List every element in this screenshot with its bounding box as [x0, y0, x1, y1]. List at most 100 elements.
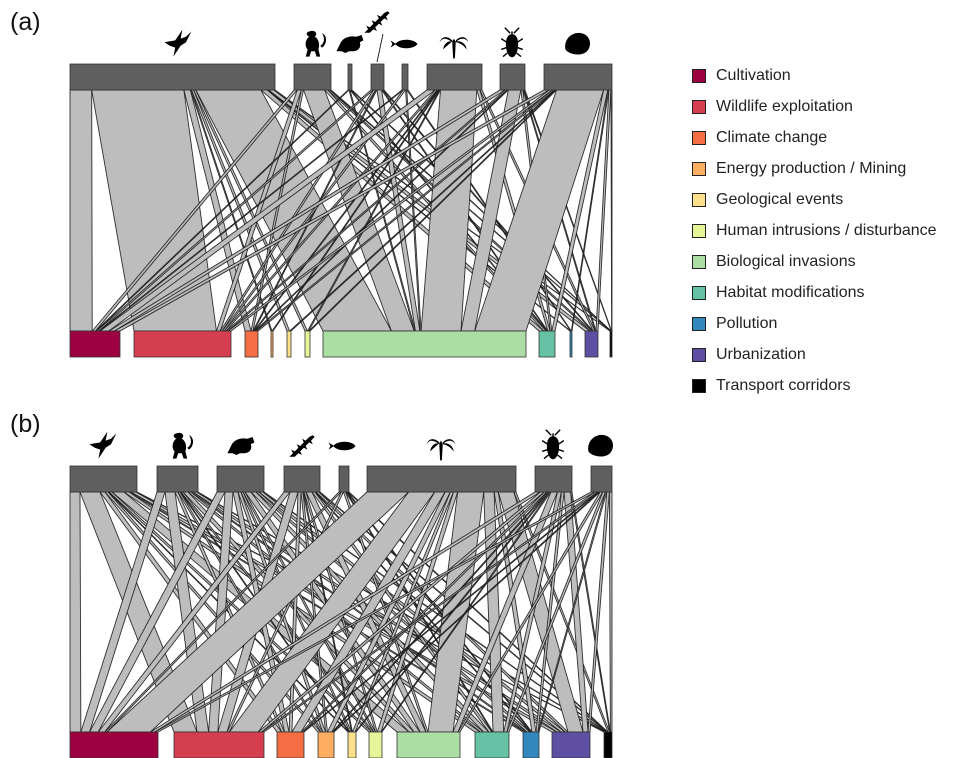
threat-bar	[396, 731, 461, 758]
threat-bar	[276, 731, 305, 758]
panel-a-label: (a)	[10, 8, 41, 36]
legend-item: Pollution	[692, 309, 937, 340]
legend-item: Human intrusions / disturbance	[692, 215, 937, 246]
taxon-bar	[293, 63, 332, 91]
threat-bar	[69, 330, 121, 358]
legend-swatch	[692, 255, 706, 270]
panel-a-flows	[69, 89, 613, 332]
taxon-bar	[590, 465, 613, 493]
legend-swatch	[692, 130, 706, 145]
threat-legend: Cultivation Wildlife exploitation Climate …	[692, 60, 937, 402]
fish-icon	[390, 39, 418, 49]
legend-swatch	[692, 68, 706, 83]
flow-ribbon	[69, 491, 82, 733]
threat-bar	[347, 731, 357, 758]
hummingbird-icon	[89, 431, 117, 459]
threat-bar	[286, 330, 292, 358]
threat-bar	[551, 731, 591, 758]
legend-swatch	[692, 348, 706, 363]
panel-a-icons	[164, 11, 591, 63]
threat-bar	[609, 330, 613, 358]
legend-item: Energy production / Mining	[692, 153, 937, 184]
taxon-bar	[366, 465, 517, 493]
legend-swatch	[692, 224, 706, 239]
threat-bar	[317, 731, 335, 758]
threat-bar	[603, 731, 613, 758]
threat-bar	[474, 731, 510, 758]
legend-label: Pollution	[716, 315, 778, 333]
legend-item: Wildlife exploitation	[692, 91, 937, 122]
threat-bar	[270, 330, 274, 358]
panel-b-bars	[69, 465, 613, 758]
flow-ribbon	[69, 89, 93, 332]
taxon-bar	[534, 465, 573, 493]
taxon-bar	[69, 465, 138, 493]
snail-shell-icon	[565, 32, 591, 55]
taxon-bar	[347, 63, 353, 91]
panel-b-flows	[69, 491, 613, 733]
legend-swatch	[692, 192, 706, 207]
legend-label: Biological invasions	[716, 253, 856, 271]
legend-swatch	[692, 99, 706, 114]
legend-swatch	[692, 161, 706, 176]
legend-item: Urbanization	[692, 340, 937, 371]
palm-tree-icon	[439, 37, 469, 59]
threat-bar	[304, 330, 311, 358]
taxon-bar	[69, 63, 276, 91]
gecko-icon	[364, 11, 390, 33]
cockroach-icon	[500, 27, 524, 58]
hummingbird-icon	[164, 29, 192, 57]
legend-label: Climate change	[716, 128, 828, 146]
taxon-bar	[426, 63, 483, 91]
legend-label: Urbanization	[716, 346, 806, 364]
taxon-bar	[370, 63, 385, 91]
flow-ribbon	[608, 491, 613, 733]
monkey-icon	[305, 30, 327, 57]
threat-bar	[368, 731, 383, 758]
legend-item: Geological events	[692, 184, 937, 215]
legend-swatch	[692, 379, 706, 394]
frog-icon	[336, 35, 364, 53]
cockroach-icon	[541, 429, 565, 460]
legend-label: Cultivation	[716, 66, 791, 84]
panel-b-label: (b)	[10, 410, 41, 438]
threat-bar	[538, 330, 556, 358]
taxon-bar	[499, 63, 526, 91]
legend-label: Habitat modifications	[716, 284, 865, 302]
palm-tree-icon	[426, 439, 456, 461]
threat-bar	[584, 330, 599, 358]
flow-ribbon	[610, 89, 613, 332]
taxon-bar	[283, 465, 321, 493]
legend-item: Transport corridors	[692, 371, 937, 402]
panel-b-icons	[89, 429, 614, 461]
snail-shell-icon	[588, 434, 614, 457]
taxon-bar	[338, 465, 350, 493]
legend-label: Wildlife exploitation	[716, 97, 853, 115]
legend-label: Geological events	[716, 190, 844, 208]
legend-item: Cultivation	[692, 60, 937, 91]
threat-bar	[322, 330, 527, 358]
monkey-icon	[172, 432, 194, 459]
legend-label: Energy production / Mining	[716, 159, 907, 177]
threat-bar	[522, 731, 540, 758]
legend-label: Transport corridors	[716, 377, 851, 395]
icon-leader-line	[376, 33, 384, 63]
legend-swatch	[692, 317, 706, 332]
taxon-bar	[401, 63, 409, 91]
taxon-bar	[216, 465, 265, 493]
fish-icon	[328, 441, 356, 451]
panel-a-bars	[69, 63, 613, 358]
legend-item: Climate change	[692, 122, 937, 153]
threat-bar	[133, 330, 232, 358]
legend-swatch	[692, 286, 706, 301]
gecko-icon	[289, 435, 315, 457]
threat-bar	[69, 731, 159, 758]
threat-bar	[173, 731, 265, 758]
threat-bar	[244, 330, 259, 358]
frog-icon	[227, 437, 255, 455]
legend-item: Biological invasions	[692, 247, 937, 278]
taxon-bar	[156, 465, 199, 493]
legend-item: Habitat modifications	[692, 278, 937, 309]
threat-bar	[569, 330, 573, 358]
